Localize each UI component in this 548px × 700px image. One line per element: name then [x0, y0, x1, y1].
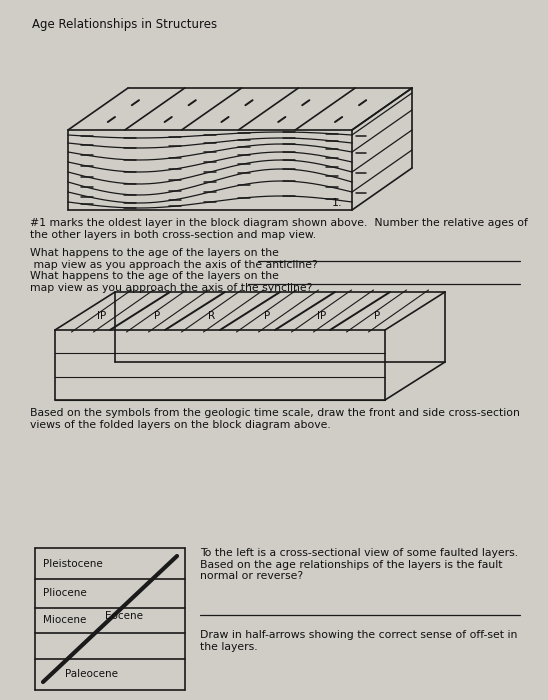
Text: Age Relationships in Structures: Age Relationships in Structures: [32, 18, 217, 31]
Text: #1 marks the oldest layer in the block diagram shown above.  Number the relative: #1 marks the oldest layer in the block d…: [30, 218, 528, 239]
Text: Miocene: Miocene: [43, 615, 87, 625]
Text: P: P: [154, 311, 160, 321]
Text: Paleocene: Paleocene: [65, 669, 118, 680]
Text: Pliocene: Pliocene: [43, 589, 87, 598]
Text: Eocene: Eocene: [105, 611, 143, 622]
Text: R: R: [208, 311, 215, 321]
Text: 1.: 1.: [332, 198, 342, 208]
Text: Pleistocene: Pleistocene: [43, 559, 103, 568]
Text: IP: IP: [98, 311, 107, 321]
Text: P: P: [264, 311, 270, 321]
Text: Based on the symbols from the geologic time scale, draw the front and side cross: Based on the symbols from the geologic t…: [30, 408, 520, 430]
Text: What happens to the age of the layers on the
map view as you approach the axis o: What happens to the age of the layers on…: [30, 271, 312, 293]
Text: IP: IP: [317, 311, 327, 321]
Text: To the left is a cross-sectional view of some faulted layers.
Based on the age r: To the left is a cross-sectional view of…: [200, 548, 518, 581]
Text: P: P: [374, 311, 380, 321]
Text: What happens to the age of the layers on the
 map view as you approach the axis : What happens to the age of the layers on…: [30, 248, 318, 270]
Text: Draw in half-arrows showing the correct sense of off-set in
the layers.: Draw in half-arrows showing the correct …: [200, 630, 517, 652]
